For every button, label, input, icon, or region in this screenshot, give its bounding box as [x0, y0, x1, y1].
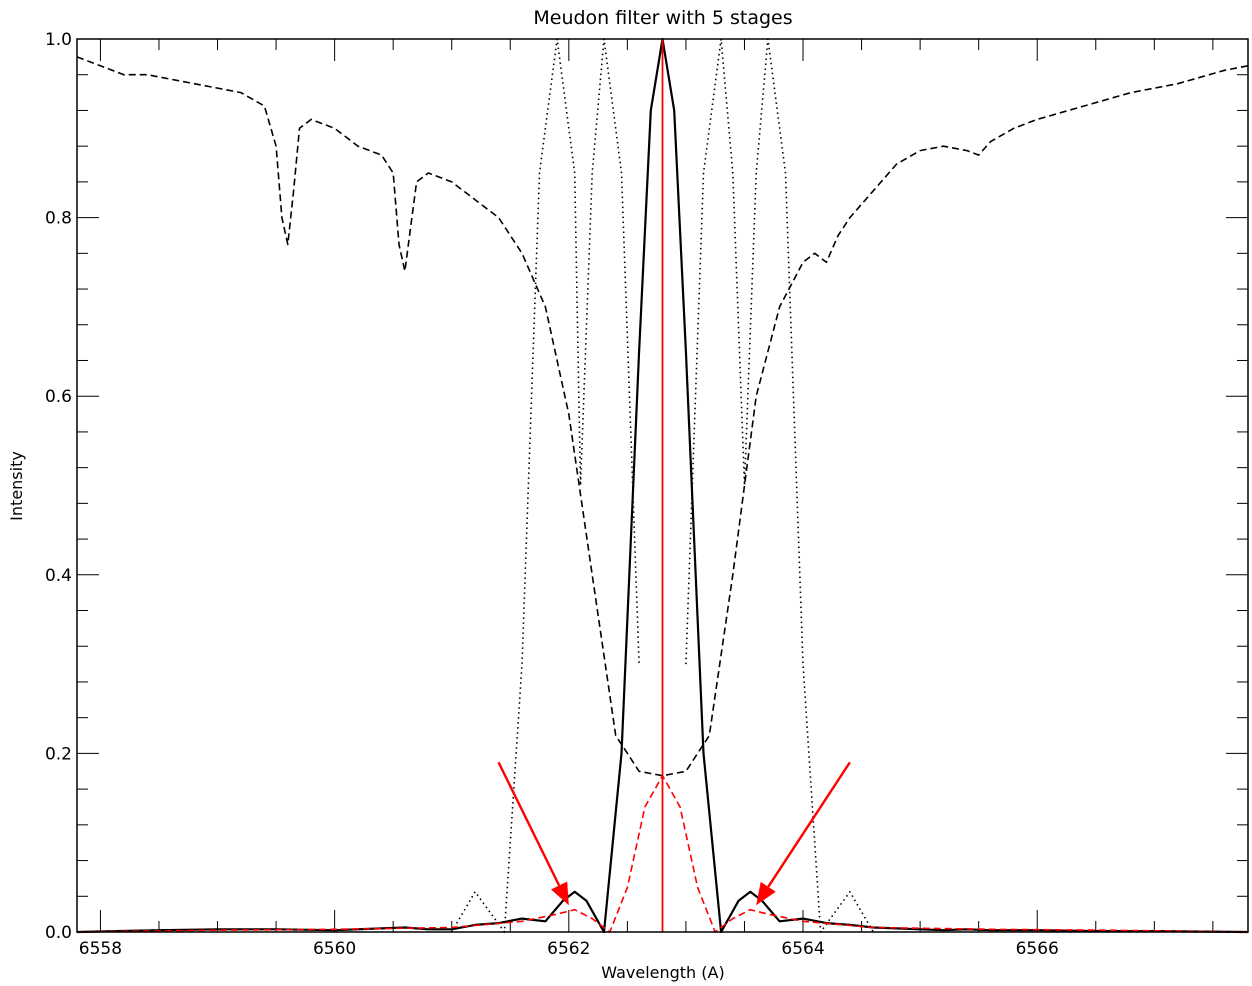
y-tick-label: 0.0 — [45, 923, 72, 943]
annotation-arrow-shaft-2 — [767, 761, 851, 888]
annotation-arrow-shaft-1 — [497, 761, 561, 886]
x-axis-title: Wavelength (A) — [601, 963, 724, 982]
series-line-solid-2 — [76, 37, 1249, 934]
axis-ticks: 6558 6560 6562 6564 6566 0.0 0.2 0.4 0.6 0.8 1.0 — [45, 30, 1248, 959]
y-tick-label: 0.8 — [45, 209, 72, 229]
y-tick-label: 0.4 — [45, 566, 72, 586]
series-layer — [76, 37, 1249, 934]
y-tick-label: 0.6 — [45, 387, 72, 407]
x-tick-label: 6562 — [547, 939, 590, 959]
x-tick-label: 6558 — [79, 939, 122, 959]
x-tick-label: 6566 — [1016, 939, 1059, 959]
annotation-layer — [497, 761, 851, 906]
y-axis-title: Intensity — [7, 451, 26, 521]
chart-title: Meudon filter with 5 stages — [533, 7, 792, 29]
series-line-dashed-1 — [76, 56, 1249, 777]
y-tick-label: 1.0 — [45, 30, 72, 50]
x-tick-label: 6564 — [781, 939, 824, 959]
annotation-arrow-head-1 — [551, 881, 569, 906]
y-tick-label: 0.2 — [45, 744, 72, 764]
x-tick-label: 6560 — [313, 939, 356, 959]
plot-frame — [76, 38, 1249, 933]
annotation-arrow-head-2 — [756, 881, 776, 906]
